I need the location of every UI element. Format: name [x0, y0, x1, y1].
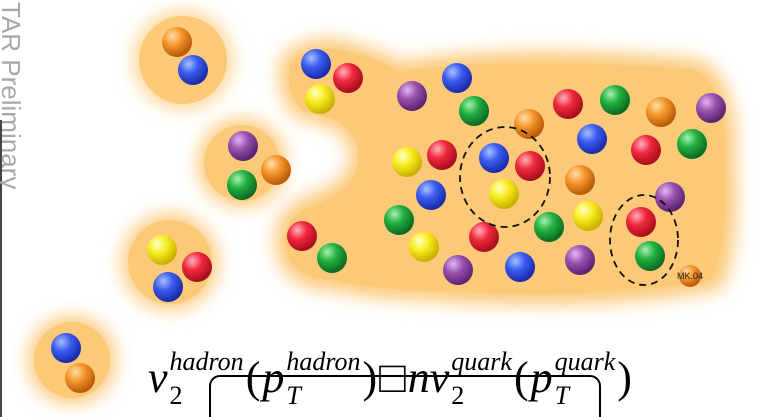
- formula-sub: 2: [451, 381, 464, 410]
- signature: MK.04: [677, 271, 703, 281]
- formula-base: v: [148, 353, 168, 402]
- formula-sup: quark: [451, 347, 512, 376]
- formula-sub: T: [286, 381, 302, 410]
- formula-base: □: [379, 353, 406, 402]
- formula-base: ): [617, 353, 632, 402]
- formula-sup: hadron: [170, 347, 244, 376]
- formula-base: p: [259, 353, 284, 402]
- formula-sub: T: [555, 381, 571, 410]
- formula-sub: 2: [170, 381, 183, 410]
- watermark: TAR Preliminary: [0, 2, 26, 189]
- background-blobs: [28, 10, 736, 404]
- formula-sup: quark: [555, 347, 616, 376]
- formula-base: p: [528, 353, 553, 402]
- page: {"watermark": "TAR Preliminary", "signat…: [0, 0, 783, 417]
- diagram: TAR Preliminary: [0, 0, 783, 417]
- formula-base: ): [363, 353, 378, 402]
- formula-base: (: [246, 353, 261, 402]
- formula-sup: hadron: [286, 347, 360, 376]
- formula-base: nv: [408, 353, 450, 402]
- formula-base: (: [514, 353, 529, 402]
